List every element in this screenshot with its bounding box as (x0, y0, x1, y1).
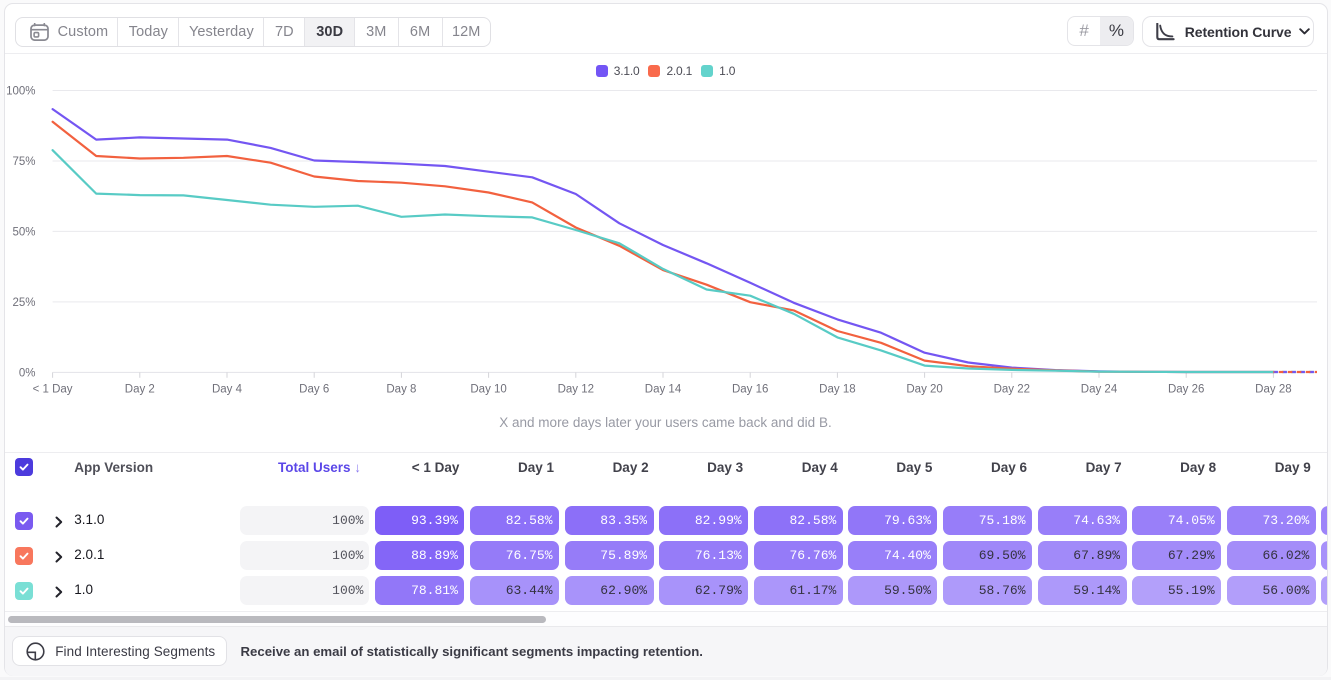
svg-text:Day 16: Day 16 (732, 384, 768, 396)
svg-text:Day 26: Day 26 (1168, 384, 1204, 396)
svg-text:Day 10: Day 10 (470, 384, 506, 396)
svg-text:< 1 Day: < 1 Day (33, 384, 73, 396)
svg-text:50%: 50% (12, 226, 35, 238)
svg-text:Day 20: Day 20 (906, 384, 942, 396)
svg-text:Day 4: Day 4 (212, 384, 243, 396)
svg-text:25%: 25% (12, 297, 35, 309)
svg-text:100%: 100% (6, 86, 35, 98)
svg-text:0%: 0% (19, 367, 36, 379)
svg-text:Day 2: Day 2 (125, 384, 155, 396)
svg-text:Day 18: Day 18 (819, 384, 855, 396)
svg-text:Day 14: Day 14 (645, 384, 682, 396)
svg-text:75%: 75% (12, 156, 35, 168)
svg-text:Day 22: Day 22 (994, 384, 1030, 396)
svg-text:Day 24: Day 24 (1081, 384, 1118, 396)
svg-text:Day 8: Day 8 (386, 384, 416, 396)
svg-text:Day 12: Day 12 (558, 384, 594, 396)
svg-text:Day 6: Day 6 (299, 384, 329, 396)
svg-text:Day 28: Day 28 (1255, 384, 1291, 396)
